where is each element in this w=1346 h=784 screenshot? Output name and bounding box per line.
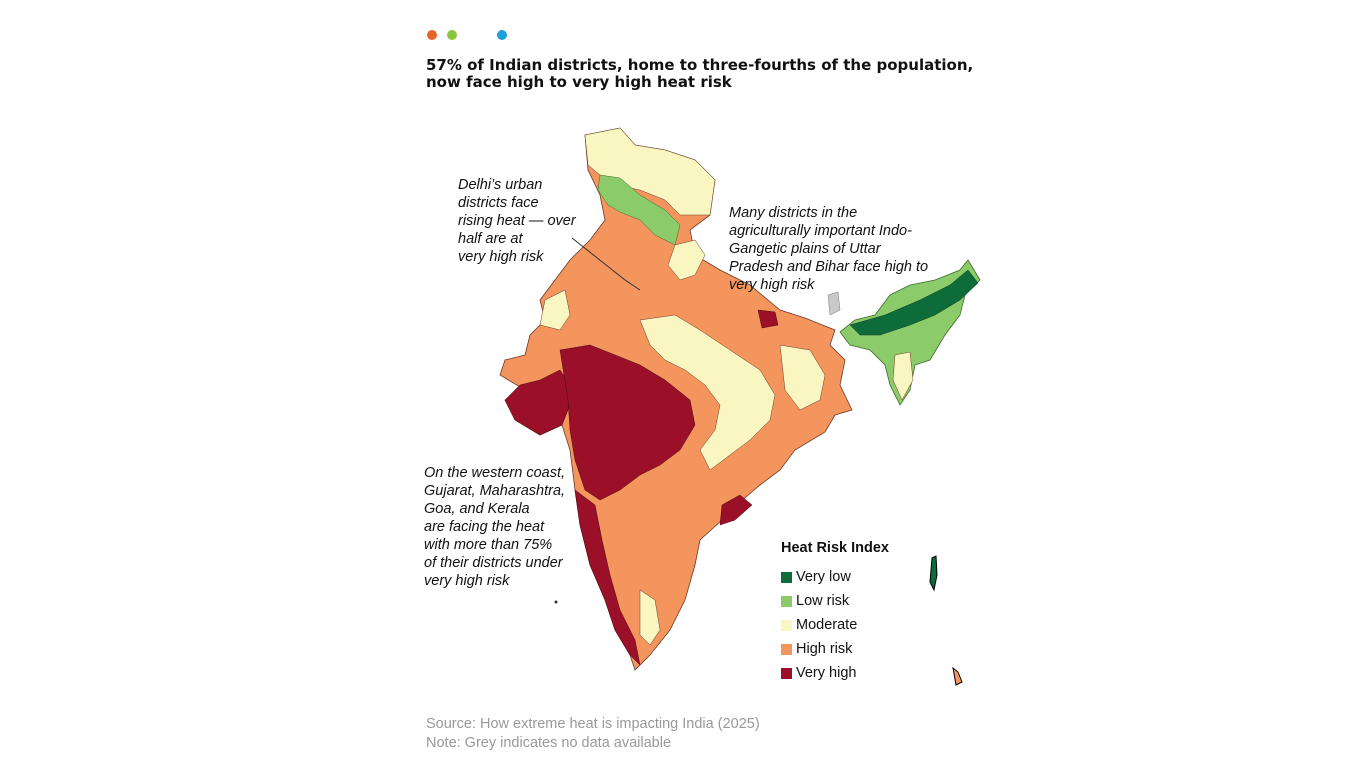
- legend-item-very-high: Very high: [781, 661, 921, 685]
- region-no-data: [827, 291, 841, 316]
- brand-dot-green: [447, 30, 457, 40]
- legend-label: Moderate: [796, 617, 858, 633]
- annotation-gangetic-plains: Many districts in the agriculturally imp…: [729, 205, 929, 293]
- northeast-moderate: [892, 351, 914, 401]
- legend-label: Very low: [796, 569, 851, 585]
- source-text: Source: How extreme heat is impacting In…: [426, 716, 760, 732]
- region-west-moderate: [539, 289, 571, 331]
- region-westcoast-very-high: [574, 489, 641, 666]
- footer: Source: How extreme heat is impacting In…: [426, 715, 760, 753]
- brand-dots: [427, 30, 517, 42]
- india-map-svg: [499, 127, 981, 686]
- annotation-western-coast: On the western coast, Gujarat, Maharasht…: [424, 465, 566, 589]
- region-deccan-very-high: [559, 344, 696, 501]
- region-east-very-high: [757, 309, 779, 329]
- legend-label: Very high: [796, 665, 857, 681]
- legend: Heat Risk Index Very low Low risk Modera…: [781, 540, 921, 685]
- legend-swatch: [781, 595, 792, 607]
- legend-title: Heat Risk Index: [781, 540, 889, 556]
- note-text: Note: Grey indicates no data available: [426, 735, 672, 751]
- legend-item-high: High risk: [781, 637, 921, 661]
- lakshadweep-islands: [554, 600, 558, 604]
- region-east-moderate: [779, 344, 826, 411]
- legend-item-very-low: Very low: [781, 565, 921, 589]
- legend-swatch: [781, 667, 792, 679]
- region-central-moderate: [639, 314, 776, 471]
- legend-swatch: [781, 643, 792, 655]
- legend-swatch: [781, 619, 792, 631]
- region-south-moderate: [639, 589, 661, 646]
- legend-label: Low risk: [796, 593, 850, 609]
- brand-dot-orange: [427, 30, 437, 40]
- legend-item-moderate: Moderate: [781, 613, 921, 637]
- annotation-delhi: Delhi’s urban districts face rising heat…: [458, 177, 576, 265]
- region-himalaya-low: [597, 174, 681, 246]
- region-eastcoast-very-high: [719, 494, 753, 526]
- map-title: 57% of Indian districts, home to three-f…: [426, 56, 974, 91]
- brand-dot-blue: [497, 30, 507, 40]
- legend-swatch: [781, 571, 792, 583]
- region-uttarakhand-moderate: [667, 239, 706, 281]
- legend-item-low: Low risk: [781, 589, 921, 613]
- india-heat-risk-map: [490, 120, 990, 690]
- delhi-annotation-leader: [571, 237, 641, 291]
- legend-label: High risk: [796, 641, 853, 657]
- northeast-very-low: [849, 269, 979, 336]
- nicobar-islands: [952, 666, 963, 686]
- andaman-islands: [929, 555, 938, 592]
